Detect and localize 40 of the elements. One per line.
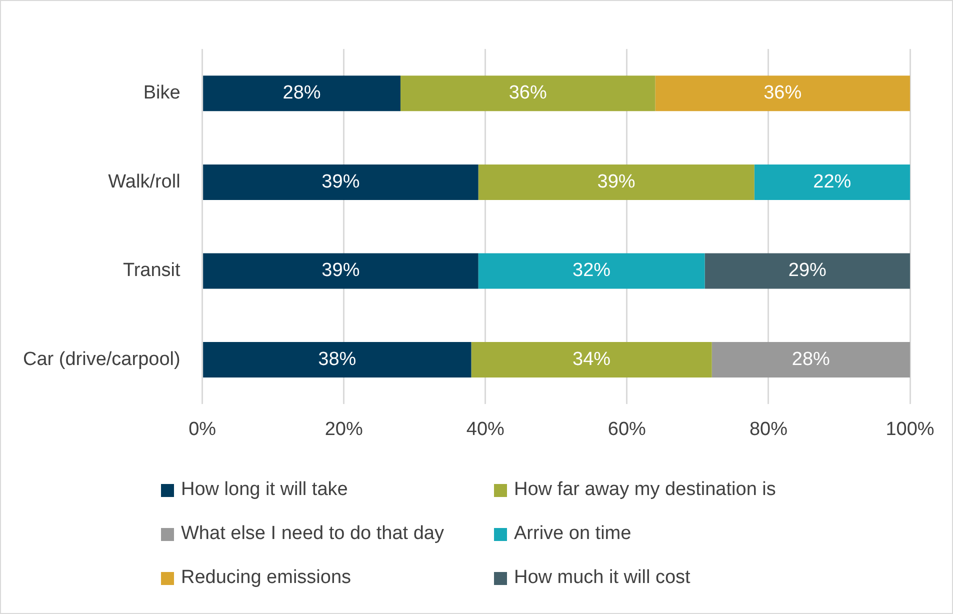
data-label: 32% bbox=[572, 260, 611, 282]
x-tick-label: 20% bbox=[324, 418, 363, 440]
data-label: 34% bbox=[572, 349, 611, 370]
x-tick-label: 60% bbox=[608, 418, 646, 440]
legend-label: Reducing emissions bbox=[181, 567, 352, 589]
legend-label: How much it will cost bbox=[514, 567, 690, 589]
x-tick-label: 0% bbox=[188, 418, 216, 440]
data-label: 39% bbox=[322, 260, 360, 282]
data-label: 36% bbox=[508, 82, 547, 104]
legend-label: What else I need to do that day bbox=[181, 523, 444, 545]
bar bbox=[478, 164, 754, 200]
bar bbox=[203, 342, 472, 378]
bar bbox=[754, 164, 910, 200]
legend-label: Arrive on time bbox=[514, 523, 632, 545]
y-tick-label: Transit bbox=[122, 260, 182, 282]
bar bbox=[203, 253, 478, 289]
y-tick-label: Bike bbox=[143, 82, 180, 104]
x-tick-label: 100% bbox=[886, 418, 934, 440]
bar bbox=[478, 253, 705, 289]
y-tick-label: Walk/roll bbox=[108, 171, 180, 192]
legend-label: How far away my destination is bbox=[514, 479, 776, 501]
data-label: 36% bbox=[764, 82, 802, 104]
data-label: 22% bbox=[813, 171, 852, 192]
bar bbox=[704, 253, 910, 289]
legend-label: How long it will take bbox=[181, 479, 348, 501]
bar bbox=[471, 342, 712, 378]
data-label: 39% bbox=[597, 171, 636, 192]
bar bbox=[712, 342, 910, 378]
bar bbox=[203, 76, 400, 112]
bar bbox=[655, 76, 910, 112]
x-tick-label: 80% bbox=[749, 418, 788, 440]
data-label: 39% bbox=[322, 171, 360, 192]
x-tick-label: 40% bbox=[466, 418, 505, 440]
data-label: 28% bbox=[792, 349, 830, 370]
data-label: 38% bbox=[318, 349, 356, 370]
bar bbox=[400, 76, 656, 112]
y-tick-label: Car (drive/carpool) bbox=[22, 349, 180, 370]
data-label: 29% bbox=[788, 260, 827, 282]
bar bbox=[203, 164, 478, 200]
data-label: 28% bbox=[282, 82, 321, 104]
